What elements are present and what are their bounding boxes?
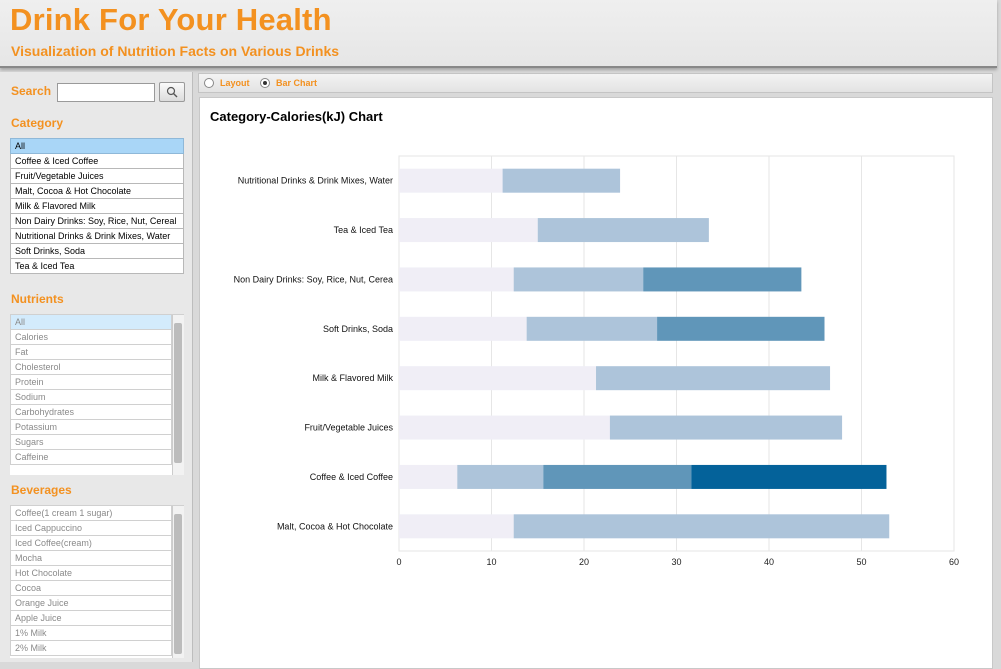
x-tick-label: 20 (579, 557, 589, 567)
bar-segment (513, 514, 890, 539)
search-input[interactable] (57, 83, 155, 102)
bar-segment (399, 464, 458, 489)
bar-segment (537, 218, 709, 243)
category-item[interactable]: Coffee & Iced Coffee (10, 154, 184, 169)
category-item[interactable]: Non Dairy Drinks: Soy, Rice, Nut, Cereal (10, 214, 184, 229)
chart-title: Category-Calories(kJ) Chart (210, 109, 383, 124)
nutrients-scrollbar[interactable] (172, 315, 184, 475)
bar-segment (399, 514, 514, 539)
x-tick-label: 30 (671, 557, 681, 567)
category-item[interactable]: Milk & Flavored Milk (10, 199, 184, 214)
category-label: Soft Drinks, Soda (323, 324, 393, 334)
category-label: Category (11, 116, 64, 130)
bar-chart: 0 10 20 30 40 50 60 Nutritional Drinks & Drink … (234, 155, 959, 567)
view-tabs: Layout Bar Chart (198, 73, 993, 93)
nutrient-item[interactable]: Carbohydrates (10, 405, 172, 420)
nutrient-item[interactable]: Calories (10, 330, 172, 345)
chart-panel: Category-Calories(kJ) Chart 0 10 20 30 40 50 6… (199, 97, 993, 669)
nutrient-item[interactable]: Cholesterol (10, 360, 172, 375)
beverage-item[interactable]: Iced Cappuccino (10, 521, 172, 536)
beverage-item[interactable]: Hot Chocolate (10, 566, 172, 581)
bar-segment (513, 267, 644, 292)
nutrient-item[interactable]: Fat (10, 345, 172, 360)
bar-segment (596, 366, 831, 391)
nutrient-item[interactable]: All (10, 315, 172, 330)
x-tick-label: 50 (856, 557, 866, 567)
app-subtitle: Visualization of Nutrition Facts on Vari… (11, 43, 340, 59)
nutrient-item[interactable]: Caffeine (10, 450, 172, 465)
bar-segment (399, 415, 610, 440)
category-label: Nutritional Drinks & Drink Mixes, Water (238, 176, 393, 186)
category-label: Milk & Flavored Milk (312, 373, 393, 383)
category-item[interactable]: Soft Drinks, Soda (10, 244, 184, 259)
category-item[interactable]: Fruit/Vegetable Juices (10, 169, 184, 184)
category-item[interactable]: Tea & Iced Tea (10, 259, 184, 274)
category-label: Malt, Cocoa & Hot Chocolate (277, 521, 393, 531)
bar-segment (657, 316, 825, 341)
bar-segment (457, 464, 544, 489)
app-title: Drink For Your Health (10, 2, 332, 37)
bar-segment (399, 366, 597, 391)
category-item[interactable]: Nutritional Drinks & Drink Mixes, Water (10, 229, 184, 244)
beverages-scrollbar[interactable] (172, 506, 184, 658)
x-tick-label: 10 (486, 557, 496, 567)
category-item[interactable]: All (10, 139, 184, 154)
beverages-label: Beverages (11, 483, 72, 497)
bar-segment (399, 267, 514, 292)
app-header: Drink For Your Health Visualization of N… (0, 0, 997, 68)
layout-radio[interactable] (204, 78, 214, 88)
category-label: Non Dairy Drinks: Soy, Rice, Nut, Cerea (234, 274, 393, 284)
x-tick-label: 0 (396, 557, 401, 567)
category-label: Tea & Iced Tea (334, 225, 393, 235)
nutrients-label: Nutrients (11, 292, 64, 306)
nutrient-item[interactable]: Sodium (10, 390, 172, 405)
scrollbar-thumb[interactable] (174, 323, 182, 463)
category-item[interactable]: Malt, Cocoa & Hot Chocolate (10, 184, 184, 199)
x-tick-label: 40 (764, 557, 774, 567)
bar-segment (609, 415, 843, 440)
beverage-item[interactable]: Mocha (10, 551, 172, 566)
nutrient-item[interactable]: Sugars (10, 435, 172, 450)
bar-segment (399, 168, 503, 193)
bar-segment (502, 168, 621, 193)
scrollbar-thumb[interactable] (174, 514, 182, 654)
bar-segment (543, 464, 692, 489)
search-button[interactable] (159, 82, 185, 102)
tab-bar-chart[interactable]: Bar Chart (276, 78, 318, 88)
search-label: Search (11, 84, 52, 98)
category-list: All Coffee & Iced Coffee Fruit/Vegetable… (10, 138, 184, 274)
bar-segment (399, 316, 527, 341)
nutrient-item[interactable]: Protein (10, 375, 172, 390)
x-tick-label: 60 (949, 557, 959, 567)
beverage-item[interactable]: 1% Milk (10, 626, 172, 641)
tab-layout[interactable]: Layout (220, 78, 250, 88)
category-label: Coffee & Iced Coffee (310, 472, 393, 482)
beverage-item[interactable]: Cocoa (10, 581, 172, 596)
beverage-item[interactable]: Coffee(1 cream 1 sugar) (10, 506, 172, 521)
search-icon (166, 86, 178, 98)
beverage-item[interactable]: Iced Coffee(cream) (10, 536, 172, 551)
bar-chart-radio[interactable] (260, 78, 270, 88)
beverages-list: Coffee(1 cream 1 sugar) Iced Cappuccino … (10, 505, 184, 658)
bar-segment (399, 218, 538, 243)
category-label: Fruit/Vegetable Juices (304, 423, 393, 433)
bar-segment (526, 316, 658, 341)
beverage-item[interactable]: Orange Juice (10, 596, 172, 611)
nutrients-list: All Calories Fat Cholesterol Protein Sod… (10, 314, 184, 475)
beverage-item[interactable]: Apple Juice (10, 611, 172, 626)
nutrient-item[interactable]: Potassium (10, 420, 172, 435)
bar-segment (643, 267, 802, 292)
beverage-item[interactable]: 2% Milk (10, 641, 172, 656)
bar-segment (691, 464, 887, 489)
